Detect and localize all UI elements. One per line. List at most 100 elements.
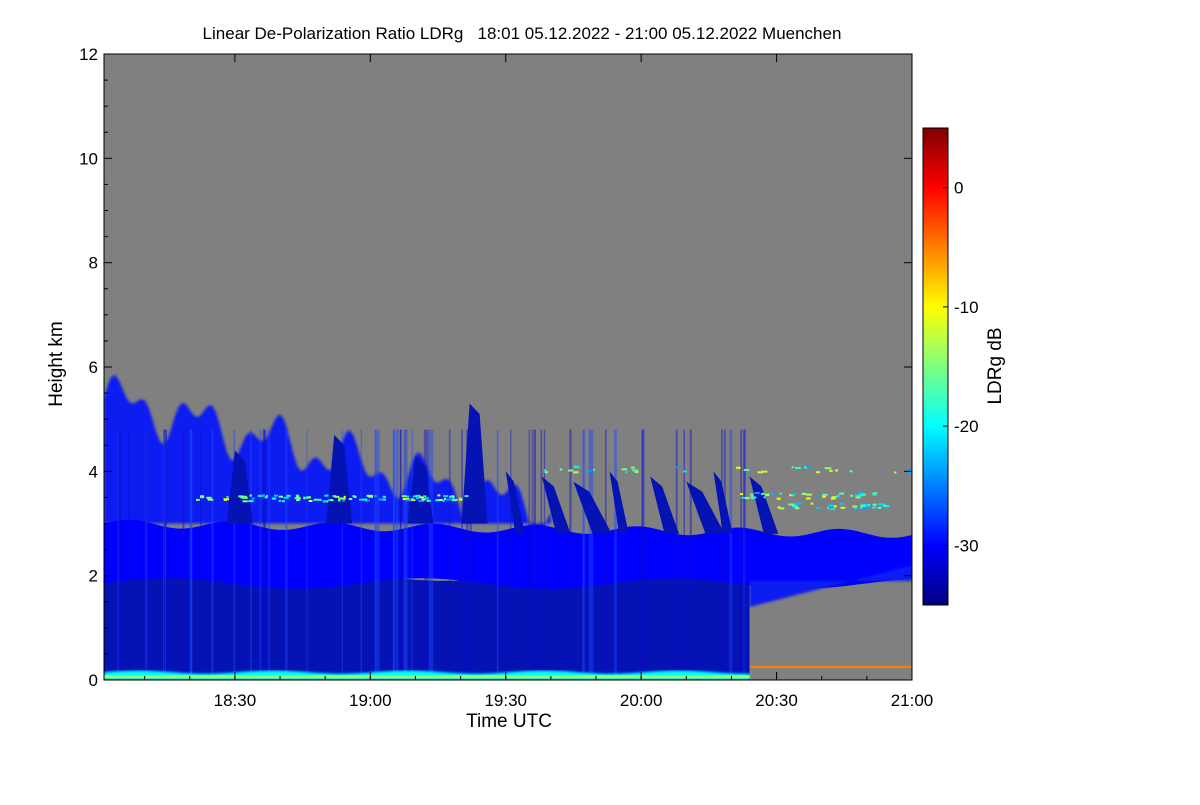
echo-streak: [427, 429, 429, 675]
echo-streak: [189, 429, 192, 675]
echo-streak: [533, 429, 536, 675]
speckle: [587, 470, 592, 473]
speckle: [442, 499, 445, 502]
speckle: [592, 468, 595, 471]
echo-streak: [743, 429, 746, 675]
speckle: [416, 497, 420, 500]
speckle: [348, 498, 353, 500]
speckle: [761, 470, 768, 473]
speckle: [805, 497, 811, 500]
x-tick-label: 20:00: [620, 691, 663, 710]
speckle: [778, 507, 785, 510]
echo-streak: [306, 429, 308, 675]
x-axis: 18:30 19:00 19:30 20:00 20:30 21:00: [144, 54, 934, 710]
echo-streak: [683, 429, 685, 675]
speckle: [206, 496, 212, 499]
speckle: [286, 494, 291, 497]
speckle: [816, 471, 821, 474]
speckle: [317, 498, 322, 501]
speckle: [405, 495, 409, 498]
speckle: [281, 500, 285, 503]
echo-streak: [404, 429, 408, 675]
speckle: [906, 469, 912, 472]
speckle: [912, 466, 916, 468]
speckle: [308, 500, 313, 502]
speckle: [860, 504, 866, 507]
speckle: [449, 496, 453, 499]
speckle: [858, 494, 864, 497]
speckle: [751, 497, 754, 500]
speckle: [330, 499, 334, 502]
speckle: [822, 493, 828, 496]
speckle: [451, 495, 455, 498]
speckle: [328, 498, 333, 501]
echo-streak: [233, 429, 236, 675]
speckle: [271, 497, 277, 500]
echo-streak: [430, 429, 434, 675]
echo-streak: [729, 429, 733, 675]
echo-streak: [375, 429, 378, 675]
main-layer-tail: [749, 565, 912, 607]
speckle: [796, 502, 802, 505]
speckle: [868, 503, 871, 506]
speckle: [824, 467, 828, 469]
y-tick-label: 10: [79, 149, 98, 168]
speckle: [251, 497, 255, 500]
speckle: [828, 506, 834, 509]
speckle: [411, 498, 414, 501]
speckle: [810, 502, 814, 505]
speckle: [853, 507, 858, 510]
speckle: [543, 469, 547, 472]
speckle: [830, 497, 836, 500]
speckle: [757, 471, 763, 474]
echo-streak: [360, 429, 362, 675]
echo-streak: [259, 429, 262, 675]
speckle: [760, 492, 765, 495]
speckle: [860, 506, 863, 509]
speckle: [817, 494, 821, 497]
speckle: [822, 495, 826, 498]
speckle: [859, 492, 863, 495]
speckle: [401, 495, 407, 498]
speckle: [878, 503, 882, 506]
speckle: [295, 494, 299, 497]
echo-streak: [262, 429, 265, 675]
echo-streak: [428, 429, 431, 675]
speckle: [621, 468, 628, 471]
echo-streak: [540, 429, 543, 675]
echo-streak: [374, 429, 377, 675]
speckle: [754, 491, 760, 494]
echo-streak: [144, 429, 148, 675]
speckle: [421, 498, 426, 501]
speckle: [437, 494, 441, 497]
echo-streak: [689, 429, 692, 675]
echo-streak: [583, 429, 585, 675]
cloud-plume: [461, 403, 488, 524]
speckle: [361, 498, 368, 501]
speckle: [294, 497, 300, 500]
speckle: [850, 494, 854, 497]
colorbar-tick-label: -10: [954, 298, 979, 317]
echo-streak: [392, 429, 395, 675]
colorbar: 0 -10 -20 -30: [922, 127, 979, 606]
speckle: [872, 492, 878, 495]
speckle: [418, 500, 425, 502]
echo-streak: [399, 429, 402, 675]
speckle: [871, 506, 877, 509]
y-tick-label: 4: [89, 462, 98, 481]
speckle: [743, 469, 750, 471]
echo-streak: [641, 429, 645, 675]
speckle: [338, 497, 344, 500]
speckle: [443, 495, 449, 497]
speckle: [278, 495, 283, 498]
echo-streak: [399, 429, 401, 675]
speckle: [836, 495, 840, 498]
y-tick-label: 8: [89, 254, 98, 273]
speckle: [634, 470, 639, 473]
speckle: [260, 494, 266, 497]
speckle: [852, 505, 858, 508]
speckle: [826, 467, 832, 470]
speckle: [459, 497, 462, 500]
x-tick-label: 21:00: [891, 691, 934, 710]
